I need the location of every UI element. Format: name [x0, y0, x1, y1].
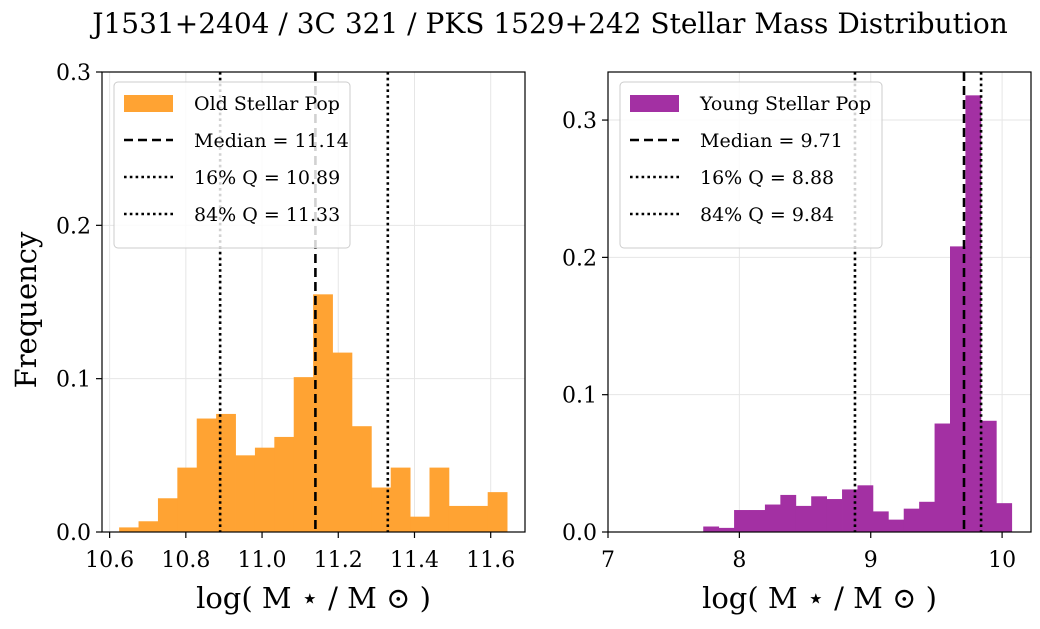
histogram-bar: [780, 494, 797, 532]
histogram-bar: [934, 423, 951, 532]
legend-label: Median = 11.14: [194, 130, 349, 152]
x-tick-label: 11.0: [238, 548, 287, 573]
histogram-bar: [235, 455, 256, 532]
y-tick-label: 0.1: [562, 384, 597, 409]
histogram-bar: [410, 516, 430, 532]
legend-swatch: [124, 95, 173, 112]
old-stellar-pop-panel: 10.6 10.8 11.0 11.2 11.4 11.6 0.0 0.1 0.2 0.3 log(…: [9, 61, 526, 615]
x-tick-label: 9: [864, 548, 878, 573]
histogram-bar: [313, 294, 333, 532]
histogram-bar: [468, 505, 489, 532]
histogram-bar: [949, 246, 966, 532]
legend-label: 84% Q = 9.84: [700, 204, 834, 226]
x-tick-label: 10.8: [161, 548, 210, 573]
legend-label: Old Stellar Pop: [194, 93, 340, 115]
histogram-bar: [749, 510, 766, 532]
histogram-bar: [351, 426, 372, 532]
y-tick-label: 0.0: [56, 521, 91, 546]
figure-suptitle: J1531+2404 / 3C 321 / PKS 1529+242 Stell…: [89, 7, 1007, 40]
young-stellar-pop-panel: 7 8 9 10 0.0 0.1 0.2 0.3 log( M ⋆ / M ⊙ ) Young S…: [562, 71, 1032, 615]
y-tick-label: 0.3: [562, 109, 597, 134]
histogram-bar: [448, 505, 469, 532]
histogram-bar: [390, 467, 411, 532]
histogram-bar: [293, 377, 314, 532]
histogram-bar: [371, 487, 392, 532]
legend-swatch: [630, 95, 679, 112]
histogram-bar: [718, 527, 735, 532]
histogram-bar: [888, 519, 905, 532]
legend-label: Young Stellar Pop: [699, 93, 871, 115]
y-tick-label: 0.2: [562, 246, 597, 271]
y-tick-label: 0.1: [56, 368, 91, 393]
y-tick-label: 0.0: [562, 521, 597, 546]
x-tick-label: 10.6: [85, 548, 134, 573]
legend-box: [113, 81, 351, 249]
x-tick-label: 11.6: [466, 548, 515, 573]
histogram-bar: [332, 352, 353, 532]
histogram-bar: [138, 521, 159, 532]
axes-frame: [607, 71, 1032, 533]
histogram-bar: [734, 510, 750, 532]
x-tick-label: 11.2: [314, 548, 363, 573]
histogram-bar: [274, 436, 295, 532]
y-tick-label: 0.2: [56, 214, 91, 239]
legend-label: 84% Q = 11.33: [194, 204, 340, 226]
histogram-bar: [177, 467, 198, 532]
histogram-bar: [965, 95, 982, 532]
histogram-bar: [764, 504, 781, 532]
histogram-bar: [980, 420, 997, 532]
legend-label: Median = 9.71: [700, 130, 843, 152]
axes-frame: [101, 71, 526, 533]
histogram-bar: [703, 526, 720, 532]
x-axis-label: log( M ⋆ / M ⊙ ): [196, 581, 431, 615]
y-tick-label: 0.3: [56, 61, 91, 86]
histogram-bar: [919, 501, 935, 532]
histogram-bar: [795, 505, 812, 532]
histogram-bar: [842, 489, 858, 532]
histogram-bar: [872, 511, 889, 532]
legend-box: [619, 81, 883, 249]
histogram-bar: [826, 499, 843, 532]
histogram-bar: [196, 418, 217, 532]
histogram-bar: [119, 527, 139, 532]
x-tick-label: 10: [988, 548, 1016, 573]
legend-label: 16% Q = 10.89: [194, 167, 340, 189]
x-axis-label: log( M ⋆ / M ⊙ ): [702, 581, 937, 615]
x-tick-label: 7: [601, 548, 615, 573]
x-tick-label: 8: [732, 548, 746, 573]
histogram-bar: [429, 467, 450, 532]
histogram-bar: [996, 503, 1013, 532]
histogram-bar: [254, 447, 275, 532]
x-tick-label: 11.4: [390, 548, 439, 573]
histogram-bar: [903, 508, 920, 532]
histogram-bar: [157, 498, 178, 532]
y-axis-label: Frequency: [9, 231, 43, 388]
histogram-bar: [811, 496, 828, 532]
legend-label: 16% Q = 8.88: [700, 167, 834, 189]
histogram-bar: [857, 485, 874, 532]
histogram-bar: [487, 492, 508, 532]
